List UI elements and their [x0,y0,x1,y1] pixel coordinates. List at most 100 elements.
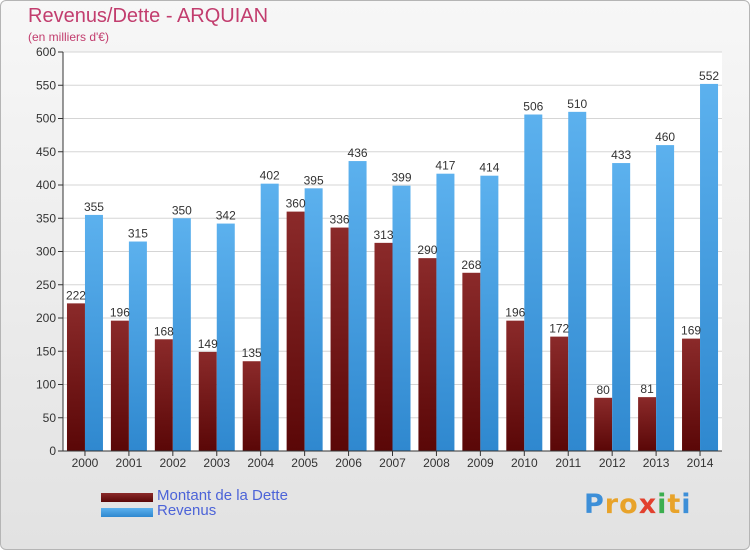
bar-revenus-label: 395 [304,173,324,187]
bar-debt [682,338,701,451]
y-tick-label: 0 [49,444,56,458]
bar-debt [198,351,217,451]
bar-debt-label: 222 [66,288,86,302]
bar-revenus-label: 355 [84,200,104,214]
logo-letter: i [681,489,692,520]
x-tick-label: 2009 [467,456,494,470]
bar-revenus [524,114,543,451]
bar-debt [110,320,129,451]
bar-debt [638,397,657,451]
y-tick-label: 200 [36,311,56,325]
y-tick-label: 300 [36,245,56,259]
bar-revenus-label: 460 [655,130,675,144]
bar-revenus-label: 414 [479,161,499,175]
x-tick-label: 2012 [599,456,626,470]
y-tick-label: 350 [36,211,56,225]
bar-debt-label: 196 [110,306,130,320]
bar-revenus-label: 510 [567,97,587,111]
bar-debt [462,272,481,451]
bar-debt [374,242,393,451]
y-tick-label: 450 [36,145,56,159]
y-tick-label: 150 [36,344,56,358]
bar-debt [550,336,569,451]
x-tick-label: 2011 [555,456,581,470]
legend-swatch-revenus [101,508,153,517]
bar-debt [242,361,261,451]
bar-revenus [656,145,675,451]
bar-revenus-label: 417 [435,159,455,173]
x-tick-label: 2002 [159,456,186,470]
y-tick-label: 550 [36,78,56,92]
bar-revenus [84,214,103,451]
logo-letter: r [604,489,620,520]
x-tick-label: 2006 [335,456,362,470]
bar-revenus [568,111,587,451]
bar-debt [286,211,305,451]
bar-debt [154,339,173,451]
x-tick-label: 2013 [643,456,670,470]
bar-revenus-label: 506 [523,100,543,114]
y-tick-label: 400 [36,178,56,192]
y-tick-label: 600 [36,45,56,59]
bar-revenus [304,188,323,451]
bar-debt [594,397,613,451]
bar-revenus-label: 399 [391,171,411,185]
bar-debt-label: 196 [505,306,525,320]
x-tick-label: 2007 [379,456,406,470]
legend-swatch-debt [101,493,153,502]
bar-debt-label: 81 [640,382,654,396]
proxiti-logo: Proxiti [584,489,692,520]
bar-debt-label: 172 [549,322,569,336]
legend-label-debt: Montant de la Dette [157,487,288,504]
bar-revenus-label: 315 [128,227,148,241]
bar-debt-label: 360 [286,197,306,211]
bar-revenus [436,173,455,451]
bar-revenus [392,185,411,452]
bar-revenus [348,161,367,451]
x-tick-label: 2000 [72,456,99,470]
bar-debt-label: 168 [154,324,174,338]
chart-title: Revenus/Dette - ARQUIAN [28,5,269,27]
bar-debt-label: 169 [681,324,701,338]
x-tick-label: 2008 [423,456,450,470]
bar-debt [66,303,85,451]
x-tick-label: 2004 [247,456,274,470]
chart-subtitle: (en milliers d'€) [28,30,109,44]
bar-debt-label: 80 [596,383,610,397]
bar-revenus-label: 402 [260,169,280,183]
bar-debt-label: 135 [242,346,262,360]
bar-revenus [128,241,147,451]
x-tick-label: 2001 [116,456,143,470]
y-tick-label: 500 [36,112,56,126]
x-tick-label: 2010 [511,456,538,470]
bar-revenus-label: 552 [699,69,719,83]
bar-debt-label: 313 [373,228,393,242]
bar-debt [330,227,349,451]
logo-letter: o [619,489,639,520]
bar-revenus [260,183,279,452]
y-tick-label: 250 [36,278,56,292]
y-tick-label: 50 [43,411,57,425]
bar-revenus [216,223,235,451]
bar-revenus [480,175,499,451]
bar-revenus [172,218,191,451]
legend-label-revenus: Revenus [157,502,217,519]
bar-debt-label: 336 [330,213,350,227]
bar-debt [418,258,437,451]
bar-revenus-label: 436 [348,146,368,160]
bar-revenus [612,163,631,451]
bar-debt-label: 290 [417,243,437,257]
bar-debt-label: 149 [198,337,218,351]
bar-revenus-label: 433 [611,148,631,162]
x-tick-label: 2003 [203,456,230,470]
logo-letter: P [584,489,605,520]
y-tick-label: 100 [36,378,56,392]
bar-debt-label: 268 [461,258,481,272]
logo-letter: i [657,489,668,520]
logo-letter: t [667,489,682,520]
bar-revenus-label: 342 [216,209,236,223]
bar-debt [506,320,525,451]
logo-letter: x [638,489,658,520]
